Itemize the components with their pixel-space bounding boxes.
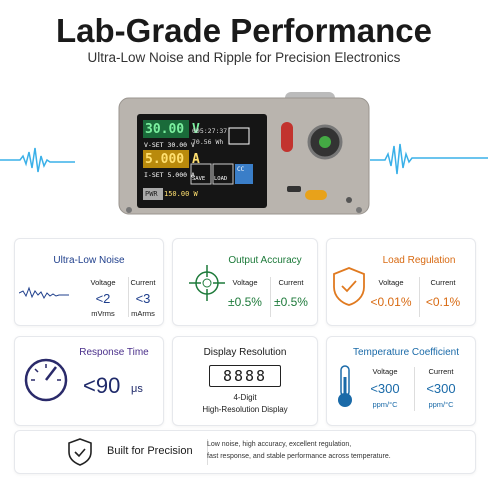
unit: mVrms — [91, 309, 115, 318]
card-title: Ultra-Low Noise — [53, 255, 125, 266]
card: Temperature Coefficient Voltage <300 ppm… — [326, 336, 476, 426]
label: Voltage — [90, 278, 116, 287]
card-title: Output Accuracy — [228, 255, 302, 266]
line1: 4-Digit — [233, 393, 257, 402]
label: Current — [130, 278, 156, 287]
target-icon — [189, 265, 225, 301]
value: ±0.5% — [228, 295, 262, 309]
footer-line: Low noise, high accuracy, excellent regu… — [207, 441, 352, 448]
screen-save: SAVE — [192, 176, 206, 182]
card-title: Temperature Coefficient — [353, 347, 459, 358]
card: Display Resolution 8888 4-Digit High-Res… — [172, 336, 318, 426]
card: Response Time <90 μs — [14, 336, 164, 426]
digits: 8888 — [209, 365, 281, 387]
label: Voltage — [232, 278, 258, 287]
label: Current — [278, 278, 304, 287]
shield-icon — [333, 267, 365, 306]
screen-iset: I-SET 5.000 A — [144, 171, 195, 179]
device — [118, 92, 370, 215]
device-graphic — [0, 143, 488, 175]
card: Load Regulation Voltage <0.01% Current <… — [326, 238, 476, 326]
screen-time: 005:27:37 — [192, 127, 228, 135]
footer: Built for Precision Low noise, high accu… — [14, 430, 476, 474]
value: <0.1% — [425, 295, 461, 309]
label: Current — [428, 367, 454, 376]
unit: ppm/°C — [428, 400, 454, 409]
subtitle: Ultra-Low Noise and Ripple for Precision… — [87, 50, 401, 65]
thermo-icon — [338, 365, 352, 407]
screen-load: LOAD — [214, 176, 228, 182]
footer-line: fast response, and stable performance ac… — [207, 453, 391, 460]
card: Output Accuracy Voltage ±0.5% Current ±0… — [172, 238, 318, 326]
noise-icon — [19, 286, 69, 300]
card-title: Load Regulation — [382, 255, 456, 266]
card-title: Response Time — [79, 347, 149, 358]
gauge-icon — [24, 358, 68, 402]
screen-current: 5.000 A — [145, 152, 200, 167]
screen-vset: V-SET 30.00 V — [144, 141, 195, 149]
shield-icon — [68, 438, 92, 466]
screen-power: 150.00 W — [164, 190, 198, 198]
value: <300 — [426, 381, 456, 396]
card-title: Display Resolution — [203, 347, 287, 358]
value: <300 — [370, 381, 400, 396]
screen-mode: CC — [237, 166, 245, 173]
value: <2 — [95, 291, 111, 306]
title: Lab-Grade Performance — [56, 12, 432, 49]
label: Voltage — [378, 278, 404, 287]
line2: High-Resolution Display — [202, 405, 288, 414]
screen-voltage: 30.00 V — [145, 122, 200, 137]
unit: μs — [131, 383, 143, 395]
value: <0.01% — [370, 295, 412, 309]
screen-pwr-label: PWR — [145, 190, 158, 198]
footer-title: Built for Precision — [107, 445, 193, 457]
unit: ppm/°C — [372, 400, 398, 409]
value: <90 — [83, 373, 121, 398]
value: ±0.5% — [274, 295, 308, 309]
screen-energy: 70.56 Wh — [192, 138, 224, 146]
card: Ultra-Low Noise Voltage <2 mVrms Current… — [14, 238, 164, 326]
value: <3 — [135, 291, 151, 306]
unit: mArms — [131, 309, 155, 318]
label: Current — [430, 278, 456, 287]
label: Voltage — [372, 367, 398, 376]
